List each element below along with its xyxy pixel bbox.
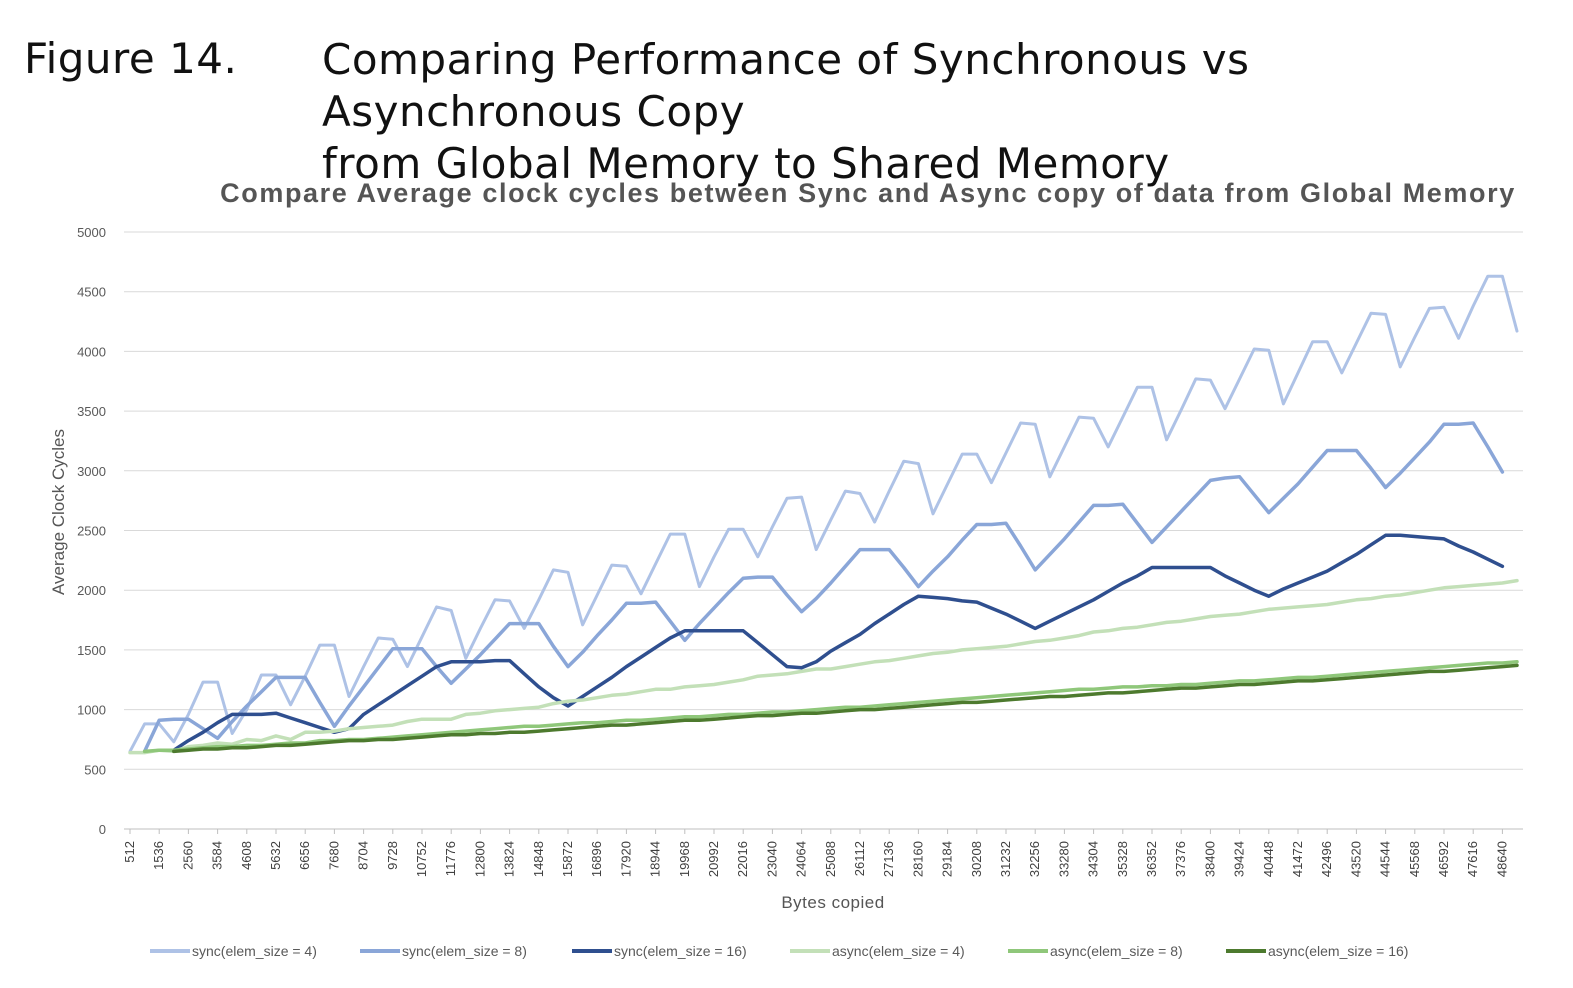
legend-label-3: sync(elem_size = 16): [614, 943, 747, 959]
x-tick-label: 48640: [1494, 841, 1509, 877]
x-axis-label: Bytes copied: [781, 893, 884, 912]
x-tick-label: 20992: [706, 841, 721, 877]
legend-label-4: async(elem_size = 4): [832, 943, 965, 959]
x-tick-label: 36352: [1144, 841, 1159, 877]
x-tick-label: 15872: [560, 841, 575, 877]
x-tick-label: 29184: [940, 841, 955, 877]
x-tick-label: 9728: [385, 841, 400, 870]
x-axis-ticks: 512 1536 2560 3584 4608 5632 6656 7680 8704 9728 1…: [122, 829, 1509, 877]
x-tick-label: 35328: [1115, 841, 1130, 877]
x-tick-label: 1536: [151, 841, 166, 870]
x-tick-label: 47616: [1465, 841, 1480, 877]
y-tick-label: 3500: [77, 404, 106, 419]
x-tick-label: 39424: [1232, 841, 1247, 877]
y-tick-label: 500: [84, 762, 106, 777]
x-tick-label: 26112: [852, 841, 867, 876]
x-tick-label: 14848: [531, 841, 546, 877]
x-tick-label: 7680: [326, 841, 341, 870]
x-tick-label: 2560: [180, 841, 195, 870]
x-tick-label: 6656: [297, 841, 312, 870]
figure-title: Comparing Performance of Synchronous vs …: [322, 34, 1562, 190]
x-tick-label: 38400: [1202, 841, 1217, 877]
x-tick-label: 10752: [414, 841, 429, 877]
x-tick-label: 43520: [1348, 841, 1363, 877]
x-tick-label: 46592: [1436, 841, 1451, 877]
figure-title-line-2: from Global Memory to Shared Memory: [322, 139, 1170, 188]
x-tick-label: 33280: [1056, 841, 1071, 877]
y-tick-label: 1500: [77, 643, 106, 658]
x-tick-label: 4608: [239, 841, 254, 870]
legend-label-6: async(elem_size = 16): [1268, 943, 1408, 959]
y-tick-label: 5000: [77, 225, 106, 240]
x-tick-label: 45568: [1407, 841, 1422, 877]
x-tick-label: 44544: [1378, 841, 1393, 877]
series-line-6: [172, 663, 1519, 754]
figure-title-line-1: Comparing Performance of Synchronous vs …: [322, 35, 1250, 136]
x-tick-label: 30208: [969, 841, 984, 877]
y-axis-label: Average Clock Cycles: [49, 429, 68, 595]
chart-title: Compare Average clock cycles between Syn…: [220, 178, 1516, 208]
x-tick-label: 40448: [1261, 841, 1276, 877]
x-tick-label: 25088: [823, 841, 838, 877]
figure-label: Figure 14.: [24, 34, 238, 83]
x-tick-label: 13824: [502, 841, 517, 877]
x-tick-label: 31232: [998, 841, 1013, 877]
y-tick-label: 2500: [77, 524, 106, 539]
x-tick-label: 37376: [1173, 841, 1188, 877]
x-tick-label: 42496: [1319, 841, 1334, 877]
series-line-1: [128, 274, 1519, 753]
x-tick-label: 19968: [677, 841, 692, 877]
x-tick-label: 27136: [881, 841, 896, 877]
x-tick-label: 24064: [794, 841, 809, 877]
y-tick-label: 1000: [77, 703, 106, 718]
x-tick-label: 5632: [268, 841, 283, 870]
x-tick-label: 17920: [618, 841, 633, 877]
x-tick-label: 23040: [764, 841, 779, 877]
x-tick-label: 22016: [735, 841, 750, 877]
x-tick-label: 28160: [910, 841, 925, 877]
x-tick-label: 34304: [1086, 841, 1101, 877]
y-tick-label: 0: [99, 822, 106, 837]
x-tick-label: 41472: [1290, 841, 1305, 877]
x-tick-label: 8704: [356, 841, 371, 870]
legend-label-1: sync(elem_size = 4): [192, 943, 317, 959]
x-tick-label: 16896: [589, 841, 604, 877]
y-tick-label: 4500: [77, 285, 106, 300]
x-tick-label: 18944: [648, 841, 663, 877]
y-tick-label: 2000: [77, 583, 106, 598]
x-tick-label: 12800: [472, 841, 487, 877]
series-line-3: [172, 533, 1505, 752]
legend: sync(elem_size = 4) sync(elem_size = 8) sy…: [150, 943, 1408, 959]
legend-label-5: async(elem_size = 8): [1050, 943, 1183, 959]
series-line-2: [142, 421, 1505, 754]
x-tick-label: 512: [122, 841, 137, 863]
y-axis-ticks: 0 500 1000 1500 2000 2500 3000 3500 4000 4500 5000: [77, 225, 106, 837]
x-tick-label: 11776: [443, 841, 458, 876]
x-tick-label: 32256: [1027, 841, 1042, 877]
y-tick-label: 4000: [77, 344, 106, 359]
legend-label-2: sync(elem_size = 8): [402, 943, 527, 959]
x-tick-label: 3584: [210, 841, 225, 870]
series-lines: [128, 274, 1519, 755]
series-line-4: [128, 578, 1519, 755]
y-tick-label: 3000: [77, 464, 106, 479]
